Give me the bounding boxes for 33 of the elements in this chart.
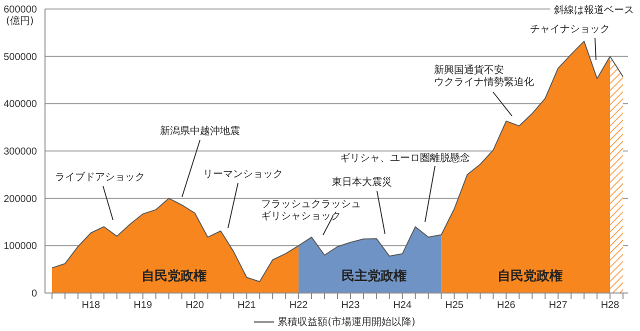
- y-axis-title: (億円): [6, 15, 34, 27]
- x-tick-label: H19: [134, 300, 152, 312]
- x-tick-label: H21: [237, 300, 256, 312]
- x-tick-label: H18: [82, 300, 101, 312]
- annotation: フラッシュクラッシュギリシャショック: [261, 199, 361, 222]
- y-tick-label: 400000: [4, 99, 38, 110]
- annotation: 自民党政権: [498, 269, 562, 284]
- x-tick-label: H27: [548, 300, 568, 312]
- annotation: チャイナショック: [530, 24, 610, 35]
- annotation: ライブドアショック: [55, 171, 145, 183]
- y-tick-label: 500000: [4, 52, 38, 63]
- annotation: 自民党政権: [142, 269, 206, 284]
- x-tick-label: H22: [289, 300, 308, 312]
- y-tick-label: 100000: [4, 241, 38, 252]
- line-series: [52, 40, 624, 282]
- annotation: ギリシャ、ユーロ圏離脱懸念: [340, 152, 470, 164]
- legend-label: 累積収益額(市場運用開始以降): [276, 316, 416, 329]
- annotation: 民主党政権: [342, 268, 406, 284]
- x-tick-label: H23: [341, 300, 360, 312]
- annotation: 東日本大震災: [332, 176, 392, 188]
- annotation: 斜線は報道ベース: [554, 4, 634, 16]
- y-tick-label: 600000: [4, 4, 38, 16]
- y-tick-label: 200000: [4, 194, 38, 205]
- x-tick-label: H24: [393, 300, 412, 312]
- annotation: 新潟県中越沖地震: [160, 125, 240, 137]
- y-tick-label: 300000: [4, 146, 38, 158]
- x-tick-label: H28: [600, 300, 620, 312]
- x-tick-label: H26: [497, 300, 516, 312]
- x-tick-label: H25: [445, 300, 464, 312]
- annotation: リーマンショック: [203, 169, 283, 180]
- x-tick-label: H20: [186, 300, 204, 312]
- y-tick-label: 0: [31, 288, 38, 300]
- annotation: 新興国通貨不安ウクライナ情勢緊迫化: [434, 64, 534, 88]
